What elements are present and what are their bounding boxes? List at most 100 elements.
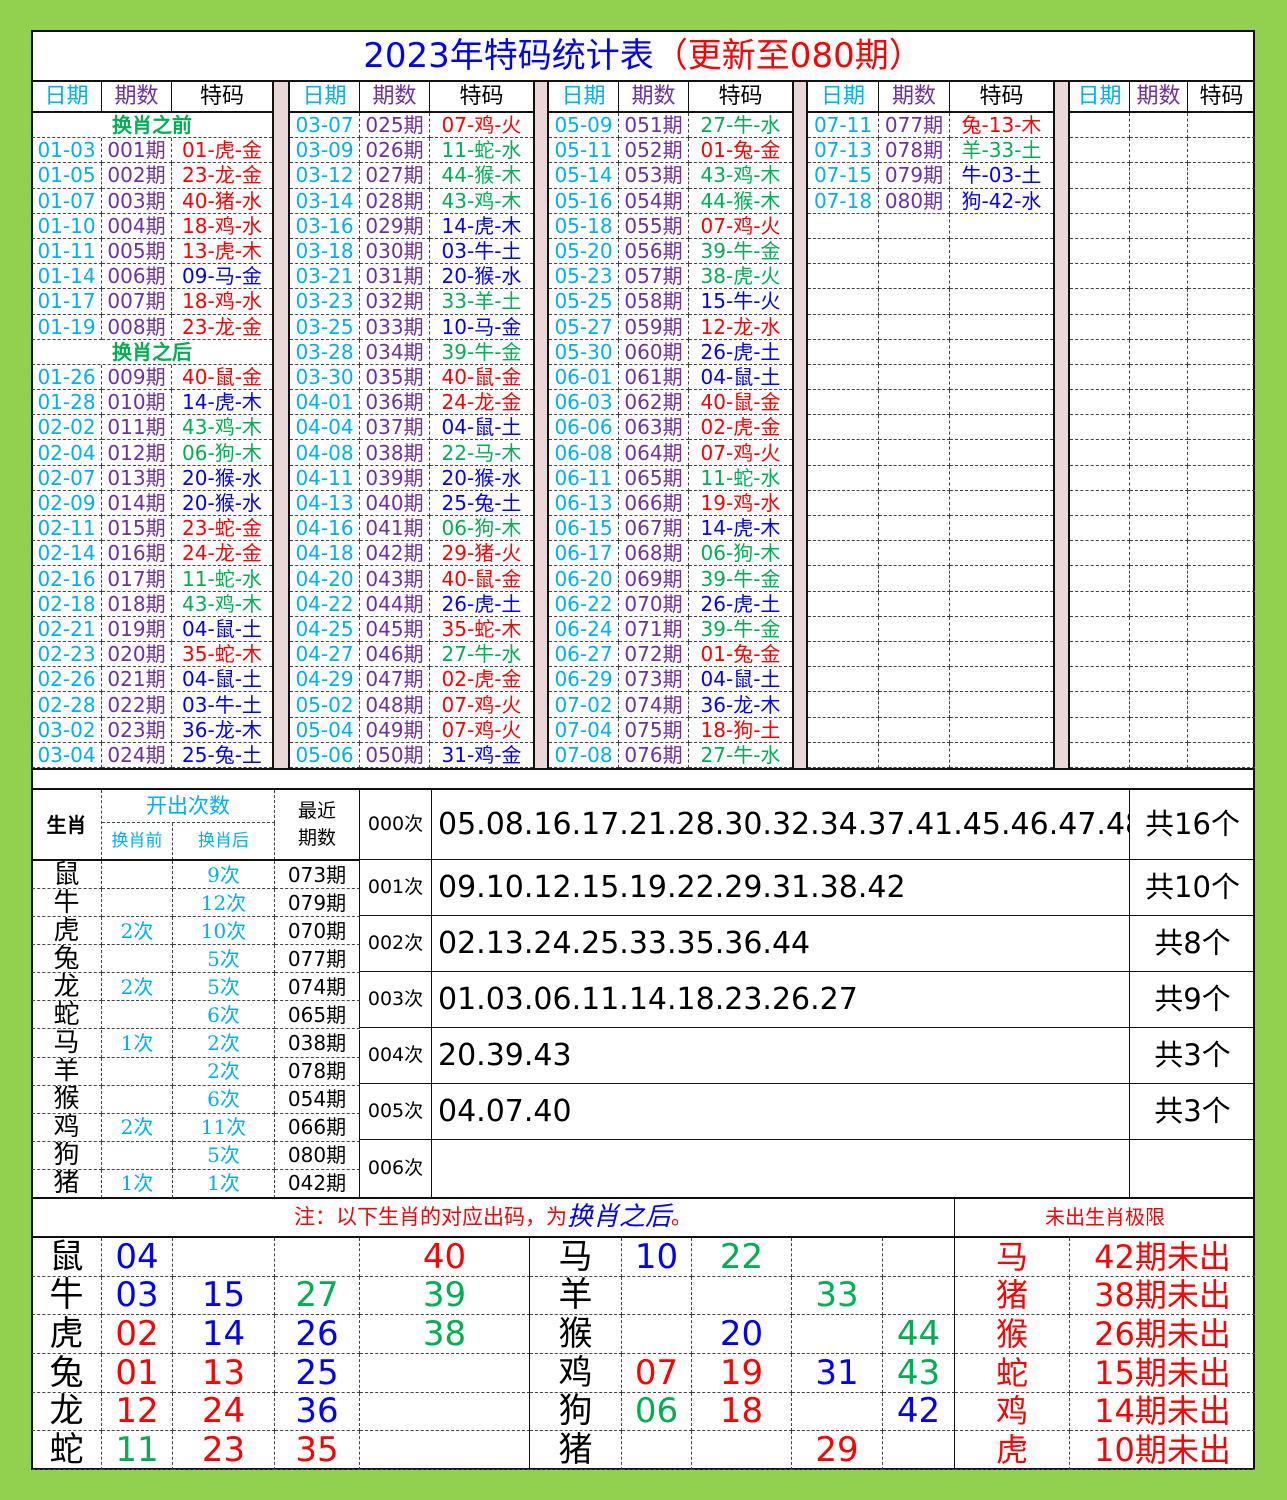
draw-date: 04-27 xyxy=(290,642,360,668)
special-code: 43-鸡-木 xyxy=(430,189,533,214)
empty-cell xyxy=(879,264,950,290)
limit-text: 10期未出 xyxy=(1070,1431,1255,1470)
special-code: 18-鸡-水 xyxy=(172,289,272,315)
frequency-total xyxy=(1130,1140,1255,1198)
limit-zodiac: 马 xyxy=(955,1238,1070,1277)
frequency-label: 001次 xyxy=(360,860,432,916)
draw-period: 048期 xyxy=(360,692,430,718)
special-code: 14-虎-木 xyxy=(430,214,533,239)
frequency-numbers: 02.13.24.25.33.35.36.44 xyxy=(432,916,1130,972)
draw-date: 03-23 xyxy=(290,289,360,315)
count-after: 2次 xyxy=(173,1057,275,1086)
zodiac-number: 06 xyxy=(622,1392,692,1432)
header-before: 换肖前 xyxy=(102,823,173,860)
special-code: 35-蛇-木 xyxy=(172,642,272,668)
draw-date: 01-07 xyxy=(32,188,102,214)
special-code: 39-牛-金 xyxy=(430,340,533,365)
zodiac-number: 01 xyxy=(102,1354,173,1393)
draw-period: 012期 xyxy=(102,440,172,466)
empty-cell xyxy=(792,1392,883,1432)
draw-period: 005期 xyxy=(102,238,172,265)
recent-period: 066期 xyxy=(275,1113,360,1142)
zodiac-name: 兔 xyxy=(32,945,102,974)
special-code: 04-鼠-土 xyxy=(172,617,272,643)
header-code: 特码 xyxy=(1188,82,1255,113)
draw-period: 056期 xyxy=(619,238,689,265)
empty-cell xyxy=(1188,163,1255,189)
special-code: 35-蛇-木 xyxy=(430,617,533,643)
draw-date: 03-28 xyxy=(290,339,360,365)
special-code: 01-兔-金 xyxy=(689,138,792,164)
title-update: （更新至080期） xyxy=(653,36,923,76)
special-code: 18-鸡-水 xyxy=(172,214,272,239)
zodiac-number: 33 xyxy=(792,1276,883,1316)
special-code: 39-牛-金 xyxy=(689,239,792,265)
zodiac-number: 25 xyxy=(275,1354,360,1393)
empty-cell xyxy=(1188,466,1255,491)
limit-zodiac: 猴 xyxy=(955,1315,1070,1354)
draw-period: 063期 xyxy=(619,415,689,441)
empty-cell xyxy=(950,692,1053,718)
draw-date: 03-12 xyxy=(290,163,360,189)
special-code: 11-蛇-水 xyxy=(689,466,792,491)
header-date: 日期 xyxy=(549,82,619,113)
frequency-total: 共9个 xyxy=(1130,972,1255,1028)
special-code: 06-狗-木 xyxy=(430,516,533,542)
empty-cell xyxy=(360,1354,530,1393)
empty-cell xyxy=(1188,113,1255,139)
draw-date: 05-09 xyxy=(549,113,619,139)
special-code: 20-猴-水 xyxy=(430,264,533,290)
empty-cell xyxy=(1130,314,1188,340)
draw-date: 03-25 xyxy=(290,314,360,340)
empty-cell xyxy=(1188,541,1255,567)
empty-cell xyxy=(883,1238,955,1277)
empty-cell xyxy=(1070,566,1130,592)
empty-cell xyxy=(1070,364,1130,391)
draw-period: 049期 xyxy=(360,717,430,743)
column-separator xyxy=(272,82,290,768)
count-before xyxy=(102,1001,173,1030)
draw-period: 050期 xyxy=(360,742,430,768)
special-code: 40-鼠-金 xyxy=(430,365,533,391)
empty-cell xyxy=(879,541,950,567)
draw-date: 03-30 xyxy=(290,364,360,391)
empty-cell xyxy=(950,516,1053,542)
draw-period: 014期 xyxy=(102,490,172,517)
draw-date: 02-04 xyxy=(32,440,102,466)
special-code: 06-狗-木 xyxy=(689,541,792,567)
recent-period: 078期 xyxy=(275,1057,360,1086)
recent-period: 042期 xyxy=(275,1169,360,1198)
empty-cell xyxy=(1070,516,1130,542)
header-period: 期数 xyxy=(619,82,689,113)
zodiac-number: 43 xyxy=(883,1354,955,1393)
special-code: 07-鸡-火 xyxy=(430,113,533,139)
draw-period: 045期 xyxy=(360,616,430,643)
empty-cell xyxy=(879,415,950,441)
draw-date: 06-22 xyxy=(549,591,619,617)
empty-cell xyxy=(1070,440,1130,466)
zodiac-number: 31 xyxy=(792,1354,883,1393)
draw-date: 01-26 xyxy=(32,364,102,391)
header-date: 日期 xyxy=(290,82,360,113)
draw-date: 07-08 xyxy=(549,742,619,768)
special-code: 26-虎-土 xyxy=(689,592,792,617)
draw-period: 043期 xyxy=(360,566,430,592)
empty-cell xyxy=(1188,743,1255,768)
draw-date: 01-11 xyxy=(32,238,102,265)
special-code: 27-牛-水 xyxy=(689,113,792,139)
empty-cell xyxy=(879,314,950,340)
empty-cell xyxy=(808,642,879,668)
special-code: 14-虎-木 xyxy=(172,390,272,416)
draw-period: 046期 xyxy=(360,642,430,668)
header-period: 期数 xyxy=(360,82,430,113)
section-label: 换肖之后 xyxy=(32,340,272,365)
empty-cell xyxy=(1188,214,1255,239)
empty-cell xyxy=(1130,541,1188,567)
empty-cell xyxy=(360,1392,530,1432)
draw-period: 037期 xyxy=(360,415,430,441)
draw-date: 06-08 xyxy=(549,440,619,466)
empty-cell xyxy=(808,667,879,693)
draw-period: 001期 xyxy=(102,138,172,164)
draw-period: 071期 xyxy=(619,616,689,643)
empty-cell xyxy=(879,364,950,391)
